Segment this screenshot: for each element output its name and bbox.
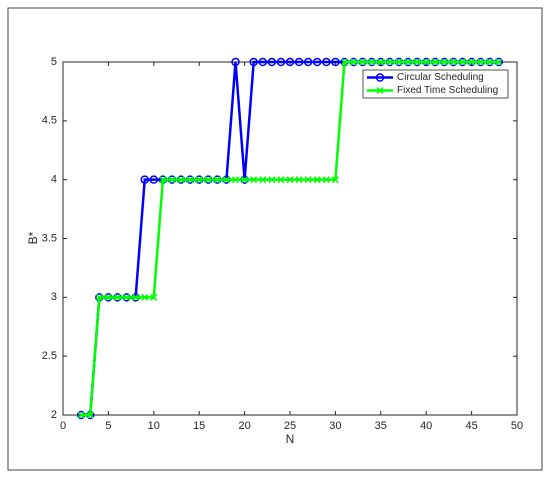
y-tick-label: 2 [51, 409, 57, 421]
marker [468, 58, 476, 66]
marker [486, 58, 494, 66]
marker [368, 58, 376, 66]
legend-label: Circular Scheduling [397, 72, 484, 83]
marker [312, 57, 322, 67]
marker [177, 176, 185, 184]
x-tick-label: 20 [238, 420, 250, 432]
marker [449, 58, 457, 66]
x-tick-label: 5 [105, 420, 111, 432]
marker [304, 176, 312, 184]
marker [186, 176, 194, 184]
marker [195, 176, 203, 184]
x-tick-label: 35 [375, 420, 387, 432]
marker [422, 58, 430, 66]
plot-area [62, 61, 518, 416]
marker [322, 176, 330, 184]
marker [331, 176, 339, 184]
marker [95, 293, 103, 301]
marker [440, 58, 448, 66]
marker [294, 57, 304, 67]
marker [104, 293, 112, 301]
legend-label: Fixed Time Scheduling [397, 85, 498, 96]
legend-marker [376, 86, 384, 95]
marker [86, 411, 94, 419]
marker [313, 176, 321, 184]
marker [250, 176, 258, 184]
marker [350, 58, 358, 66]
x-tick-label: 40 [420, 420, 432, 432]
x-axis-label: N [286, 432, 295, 446]
marker [141, 293, 149, 301]
marker [285, 57, 295, 67]
marker [413, 58, 421, 66]
marker [477, 58, 485, 66]
marker [258, 57, 268, 67]
marker [277, 176, 285, 184]
marker [150, 293, 158, 301]
marker [276, 57, 286, 67]
marker [331, 57, 340, 67]
marker [231, 176, 240, 184]
x-tick-label: 30 [329, 420, 341, 432]
marker [123, 293, 131, 301]
marker [77, 411, 85, 419]
x-tick-label: 25 [284, 420, 296, 432]
marker [303, 57, 313, 67]
marker [249, 57, 258, 67]
y-tick-label: 4 [51, 174, 57, 186]
marker [231, 57, 240, 67]
marker [495, 58, 503, 66]
marker [322, 57, 331, 67]
y-axis-label: B* [26, 231, 40, 244]
marker [295, 176, 303, 184]
marker [140, 175, 149, 184]
marker [213, 176, 221, 184]
y-tick-label: 3 [51, 291, 57, 303]
marker [222, 176, 230, 184]
x-tick-label: 10 [148, 420, 160, 432]
y-tick-label: 3.5 [42, 232, 57, 244]
marker [458, 58, 467, 66]
marker [241, 176, 249, 184]
y-tick-label: 2.5 [42, 350, 57, 362]
marker [168, 176, 176, 184]
y-tick-label: 5 [51, 56, 57, 68]
marker [386, 58, 394, 66]
x-tick-label: 15 [193, 420, 205, 432]
marker [340, 58, 349, 66]
legend-marker [375, 73, 385, 82]
x-tick-label: 50 [511, 420, 523, 432]
marker [377, 58, 385, 66]
marker [149, 175, 159, 184]
legend: Circular Scheduling Fixed Time Scheduling [362, 69, 509, 99]
marker [267, 57, 277, 67]
marker [286, 176, 294, 184]
x-tick-label: 45 [465, 420, 477, 432]
marker [159, 176, 167, 184]
marker [268, 176, 276, 184]
marker [113, 293, 122, 301]
y-tick-label: 4.5 [42, 115, 57, 127]
marker [404, 58, 412, 66]
marker [359, 58, 367, 66]
marker [204, 176, 212, 184]
marker [431, 58, 439, 66]
marker [132, 293, 140, 301]
legend-box [362, 69, 509, 99]
marker [395, 58, 403, 66]
x-tick-label: 0 [60, 420, 66, 432]
marker [259, 176, 267, 184]
